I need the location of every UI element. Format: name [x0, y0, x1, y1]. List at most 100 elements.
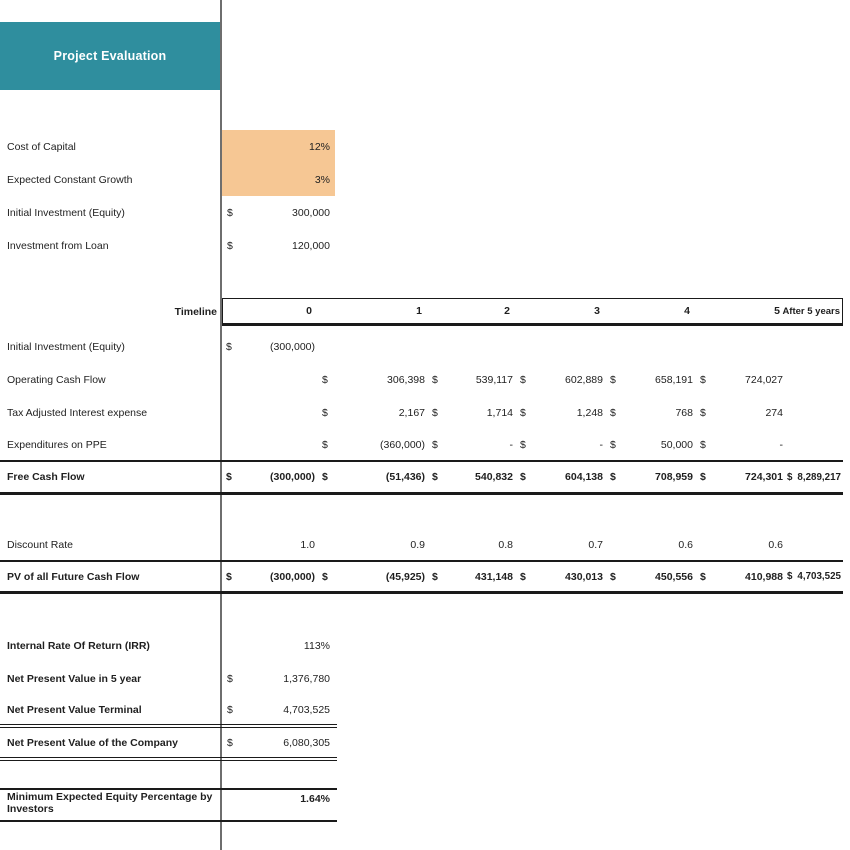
- currency-symbol: $: [520, 570, 526, 583]
- cell-value: 0.6: [678, 539, 693, 551]
- money-cell: [318, 330, 428, 363]
- row-label: Free Cash Flow: [7, 471, 85, 483]
- assumption-value-cell[interactable]: 3%: [222, 163, 335, 196]
- cell-value: 410,988: [745, 570, 783, 583]
- money-cell[interactable]: $724,027: [696, 363, 786, 396]
- summary-label: Internal Rate Of Return (IRR): [7, 639, 150, 652]
- table-row: PV of all Future Cash Flow $ (300,000) $ (45…: [0, 562, 843, 594]
- currency-symbol: $: [226, 340, 232, 353]
- money-cell: [696, 330, 786, 363]
- money-cell[interactable]: $4,703,525: [786, 562, 843, 591]
- money-cell[interactable]: $274: [696, 396, 786, 429]
- table-row: Discount Rate 1.0 0.9 0.8 0.7 0.6 0.6: [0, 530, 843, 562]
- money-cell[interactable]: $1,714: [428, 396, 516, 429]
- cell-value: 540,832: [475, 471, 513, 483]
- money-cell: [786, 396, 843, 429]
- cell-value: 2,167: [398, 406, 425, 419]
- row-label: Initial Investment (Equity): [7, 340, 125, 353]
- money-cell[interactable]: 0.6: [696, 530, 786, 560]
- money-cell[interactable]: $2,167: [318, 396, 428, 429]
- cell-value: (45,925): [385, 570, 425, 583]
- assumption-value-cell[interactable]: $300,000: [222, 196, 335, 229]
- assumption-value: 300,000: [292, 206, 330, 219]
- currency-symbol: $: [700, 471, 706, 483]
- money-cell: [786, 530, 843, 560]
- summary-value: 4,703,525: [283, 703, 330, 716]
- currency-symbol: $: [322, 438, 328, 451]
- money-cell[interactable]: $ (360,000): [318, 429, 428, 460]
- money-cell[interactable]: $450,556: [606, 562, 696, 591]
- money-cell[interactable]: $410,988: [696, 562, 786, 591]
- currency-symbol: $: [787, 471, 793, 483]
- money-cell[interactable]: 0.7: [516, 530, 606, 560]
- money-cell[interactable]: $430,013: [516, 562, 606, 591]
- currency-symbol: $: [520, 471, 526, 483]
- summary-value-cell[interactable]: $4,703,525: [222, 693, 335, 726]
- assumption-label: Investment from Loan: [7, 239, 109, 252]
- money-cell[interactable]: $ -: [428, 429, 516, 460]
- summary-value-cell[interactable]: 113%: [222, 629, 335, 662]
- summary-value-cell[interactable]: $6,080,305: [222, 726, 335, 759]
- money-cell[interactable]: 0.9: [318, 530, 428, 560]
- currency-symbol: $: [610, 406, 616, 419]
- assumption-row: Investment from Loan $120,000: [0, 229, 340, 262]
- money-cell: [428, 330, 516, 363]
- assumption-value-cell[interactable]: $120,000: [222, 229, 335, 262]
- currency-symbol: $: [322, 471, 328, 483]
- assumption-value: 3%: [314, 173, 330, 186]
- money-cell[interactable]: $ -: [516, 429, 606, 460]
- summary-label: Net Present Value in 5 year: [7, 672, 142, 685]
- cell-value: 604,138: [565, 471, 603, 483]
- row-label: PV of all Future Cash Flow: [7, 570, 140, 583]
- currency-symbol: $: [226, 570, 232, 583]
- money-cell[interactable]: $604,138: [516, 462, 606, 492]
- currency-symbol: $: [700, 438, 706, 451]
- assumption-label: Initial Investment (Equity): [7, 206, 125, 219]
- money-cell[interactable]: $768: [606, 396, 696, 429]
- cell-value: -: [509, 438, 514, 451]
- money-cell[interactable]: $ (300,000): [222, 562, 318, 591]
- money-cell[interactable]: $ (51,436): [318, 462, 428, 492]
- money-cell[interactable]: $724,301: [696, 462, 786, 492]
- summary-row: Net Present Value in 5 year $1,376,780: [0, 662, 337, 695]
- assumption-value: 12%: [308, 140, 330, 153]
- timeline-year-cell: 2: [428, 298, 516, 326]
- currency-symbol: $: [227, 672, 233, 685]
- currency-symbol: $: [432, 471, 438, 483]
- money-cell[interactable]: $ (300,000): [222, 462, 318, 492]
- summary-value-cell[interactable]: $1,376,780: [222, 662, 335, 695]
- assumption-value-cell[interactable]: 12%: [222, 130, 335, 163]
- money-cell[interactable]: $306,398: [318, 363, 428, 396]
- money-cell[interactable]: $1,248: [516, 396, 606, 429]
- timeline-header-row: Timeline 0 1 2 3 4 5 After 5 years: [0, 298, 843, 326]
- money-cell[interactable]: $540,832: [428, 462, 516, 492]
- currency-symbol: $: [227, 206, 233, 219]
- cell-value: (300,000): [270, 340, 315, 353]
- money-cell[interactable]: 1.0: [222, 530, 318, 560]
- money-cell[interactable]: $50,000: [606, 429, 696, 460]
- money-cell[interactable]: 0.8: [428, 530, 516, 560]
- summary-value: 1,376,780: [283, 672, 330, 685]
- footer-value: 1.64%: [300, 792, 330, 805]
- timeline-year-cell: 0: [222, 298, 318, 326]
- money-cell[interactable]: $ (45,925): [318, 562, 428, 591]
- cell-value: 50,000: [660, 438, 693, 451]
- money-cell[interactable]: $8,289,217: [786, 462, 843, 492]
- money-cell[interactable]: $ -: [696, 429, 786, 460]
- money-cell[interactable]: $431,148: [428, 562, 516, 591]
- footer-value-cell[interactable]: 1.64%: [222, 782, 335, 815]
- row-label: Operating Cash Flow: [7, 373, 106, 386]
- table-row: Operating Cash Flow $306,398 $539,117 $602,…: [0, 363, 843, 396]
- money-cell[interactable]: 0.6: [606, 530, 696, 560]
- currency-symbol: $: [227, 239, 233, 252]
- money-cell[interactable]: $ (300,000): [222, 330, 318, 363]
- cell-value: 430,013: [565, 570, 603, 583]
- table-row: Initial Investment (Equity) $ (300,000): [0, 330, 843, 363]
- money-cell[interactable]: $708,959: [606, 462, 696, 492]
- money-cell[interactable]: $602,889: [516, 363, 606, 396]
- money-cell[interactable]: $658,191: [606, 363, 696, 396]
- assumption-value: 120,000: [292, 239, 330, 252]
- money-cell[interactable]: $539,117: [428, 363, 516, 396]
- assumptions-section: Cost of Capital 12% Expected Constant Grow…: [0, 130, 340, 262]
